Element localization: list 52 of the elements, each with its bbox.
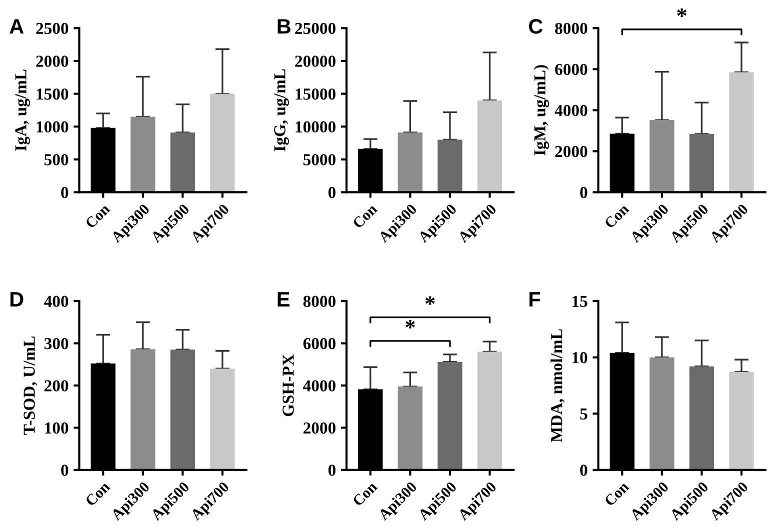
- y-tick-label: 15000: [296, 88, 336, 100]
- y-tick-label: 0: [328, 186, 336, 198]
- x-tick-label: Con: [84, 480, 111, 507]
- y-tick-label: 10000: [296, 121, 336, 133]
- y-axis-title: IgM, ug/mL): [534, 65, 549, 156]
- x-tick-label: Con: [84, 203, 111, 229]
- y-tick-label: 8000: [555, 22, 588, 34]
- y-tick-label: 10: [572, 352, 588, 364]
- x-tick-label: Con: [352, 203, 378, 229]
- y-tick-label: 8000: [303, 296, 336, 308]
- y-tick-label: 1500: [36, 88, 68, 100]
- y-tick-label: 2000: [36, 56, 68, 67]
- y-tick-label: 300: [44, 338, 68, 350]
- y-tick-label: 0: [61, 464, 68, 476]
- y-tick-label: 5000: [303, 154, 336, 166]
- x-tick-label: Con: [352, 480, 378, 507]
- y-tick-label: 400: [44, 296, 68, 308]
- y-tick-label: 0: [580, 186, 588, 198]
- y-tick-label: 500: [44, 154, 68, 166]
- annotation: *: [406, 320, 415, 328]
- y-axis-title: T-SOD, U/mL: [24, 336, 38, 435]
- y-tick-label: 4000: [554, 104, 588, 116]
- chart-title: C: [528, 18, 543, 34]
- y-tick-label: 0: [328, 464, 336, 476]
- y-axis-title: MDA, nmol/mL: [550, 329, 565, 442]
- y-tick-label: 0: [580, 464, 588, 476]
- chart-title: E: [278, 292, 290, 306]
- annotation: *: [425, 296, 435, 305]
- y-tick-label: 15: [572, 296, 588, 308]
- y-tick-label: 6000: [555, 64, 588, 76]
- chart-title: A: [10, 19, 24, 34]
- x-tick-label: Con: [604, 480, 630, 507]
- text: *: [677, 8, 686, 17]
- y-tick-label: 2000: [555, 146, 588, 158]
- chart-title: B: [278, 19, 290, 34]
- y-tick-label: 0: [61, 186, 68, 198]
- y-axis-title: GSH-PX: [282, 354, 294, 416]
- y-tick-label: 2000: [303, 422, 336, 434]
- y-axis-title: IgG, ug/mL: [274, 69, 289, 152]
- y-tick-label: 100: [45, 422, 68, 434]
- y-tick-label: 1000: [36, 121, 68, 133]
- chart-title: D: [10, 292, 24, 306]
- y-tick-label: 5: [580, 408, 588, 420]
- y-tick-label: 2500: [36, 22, 68, 34]
- y-tick-label: 6000: [303, 338, 336, 350]
- y-axis-title: IgA, ug/mL: [15, 70, 30, 151]
- x-tick-label: Con: [604, 203, 630, 229]
- y-tick-label: 4000: [303, 380, 336, 392]
- y-tick-label: 20000: [295, 56, 336, 67]
- y-tick-label: 25000: [295, 22, 336, 34]
- y-tick-label: 200: [44, 380, 68, 392]
- chart-title: F: [530, 292, 540, 306]
